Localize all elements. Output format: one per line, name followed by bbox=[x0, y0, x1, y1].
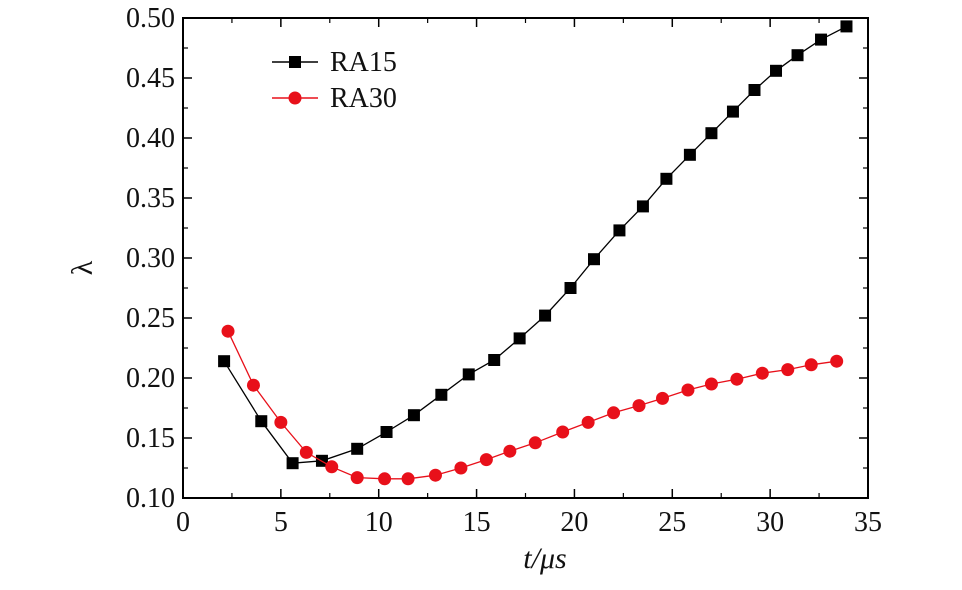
data-point-ra30 bbox=[299, 445, 313, 459]
data-point-ra15 bbox=[488, 354, 501, 366]
series-ra15 bbox=[218, 20, 853, 470]
data-point-ra30 bbox=[528, 436, 542, 450]
x-tick-label: 15 bbox=[463, 507, 491, 538]
data-point-ra30 bbox=[503, 444, 517, 458]
y-axis-label: λ bbox=[66, 260, 99, 275]
data-point-ra30 bbox=[401, 472, 415, 486]
data-point-ra30 bbox=[378, 472, 392, 486]
x-tick-label: 30 bbox=[756, 507, 784, 538]
data-point-ra15 bbox=[218, 355, 231, 368]
data-point-ra30 bbox=[428, 468, 442, 482]
x-tick-label: 5 bbox=[274, 507, 288, 538]
data-point-ra15 bbox=[462, 368, 475, 381]
data-point-ra30 bbox=[246, 378, 260, 392]
y-tick-label: 0.45 bbox=[126, 63, 175, 94]
legend-marker-ra30 bbox=[288, 91, 302, 105]
data-point-ra30 bbox=[704, 377, 718, 391]
legend-marker-ra15 bbox=[289, 56, 301, 68]
x-tick-label: 0 bbox=[176, 507, 190, 538]
data-point-ra30 bbox=[781, 363, 795, 377]
legend-label-ra15: RA15 bbox=[330, 47, 397, 78]
data-point-ra15 bbox=[636, 200, 649, 213]
y-tick-label: 0.50 bbox=[126, 3, 175, 34]
series-ra30 bbox=[221, 324, 844, 486]
data-point-ra30 bbox=[556, 425, 570, 439]
data-point-ra15 bbox=[351, 442, 364, 455]
axis-tick-labels: 0 5 10 15 20 25 30 35 0.10 0.15 0.20 0.25 0.30 0.35 0.… bbox=[126, 3, 882, 538]
data-point-ra30 bbox=[830, 354, 844, 368]
data-point-ra15 bbox=[840, 20, 853, 33]
y-tick-label: 0.20 bbox=[126, 363, 175, 394]
data-point-ra30 bbox=[681, 383, 695, 397]
data-point-ra15 bbox=[255, 415, 268, 428]
data-point-ra15 bbox=[588, 253, 600, 266]
data-point-ra15 bbox=[748, 84, 761, 96]
x-tick-label: 10 bbox=[365, 507, 393, 538]
data-point-ra15 bbox=[286, 457, 299, 470]
y-tick-label: 0.15 bbox=[126, 423, 175, 454]
x-tick-label: 20 bbox=[560, 507, 588, 538]
axis-ticks bbox=[182, 17, 869, 499]
data-point-ra30 bbox=[755, 366, 769, 380]
y-tick-label: 0.35 bbox=[126, 183, 175, 214]
y-tick-label: 0.40 bbox=[126, 123, 175, 154]
data-point-ra15 bbox=[726, 105, 739, 118]
data-point-ra30 bbox=[221, 324, 235, 338]
data-point-ra30 bbox=[730, 372, 744, 386]
data-point-ra15 bbox=[660, 172, 673, 185]
data-point-ra30 bbox=[325, 460, 339, 474]
y-tick-label: 0.10 bbox=[126, 483, 175, 514]
x-axis-label: t/μs bbox=[523, 542, 566, 575]
x-tick-label: 35 bbox=[854, 507, 882, 538]
data-point-ra30 bbox=[581, 415, 595, 429]
data-point-ra15 bbox=[435, 388, 448, 401]
data-point-ra30 bbox=[632, 399, 646, 413]
data-point-ra15 bbox=[705, 127, 718, 140]
series-layer bbox=[218, 20, 853, 486]
legend-item-ra30: RA30 bbox=[272, 83, 397, 114]
data-point-ra15 bbox=[564, 282, 577, 294]
legend-label-ra30: RA30 bbox=[330, 83, 397, 114]
data-point-ra30 bbox=[350, 471, 364, 485]
data-point-ra15 bbox=[513, 332, 526, 345]
data-point-ra30 bbox=[607, 406, 621, 420]
data-point-ra30 bbox=[274, 415, 288, 429]
legend-item-ra15: RA15 bbox=[272, 47, 397, 78]
y-tick-label: 0.30 bbox=[126, 243, 175, 274]
data-point-ra15 bbox=[683, 148, 696, 161]
data-point-ra15 bbox=[539, 309, 552, 322]
y-tick-label: 0.25 bbox=[126, 303, 175, 334]
data-point-ra30 bbox=[656, 391, 669, 405]
data-point-ra15 bbox=[791, 49, 804, 62]
data-point-ra15 bbox=[380, 426, 393, 438]
data-point-ra15 bbox=[613, 224, 626, 237]
data-point-ra15 bbox=[407, 409, 420, 422]
data-point-ra30 bbox=[804, 358, 818, 372]
data-point-ra30 bbox=[454, 461, 468, 475]
x-tick-label: 25 bbox=[658, 507, 686, 538]
legend: RA15 RA30 bbox=[272, 47, 397, 114]
data-point-ra15 bbox=[815, 33, 828, 46]
data-point-ra30 bbox=[479, 453, 493, 467]
data-point-ra15 bbox=[770, 64, 783, 77]
